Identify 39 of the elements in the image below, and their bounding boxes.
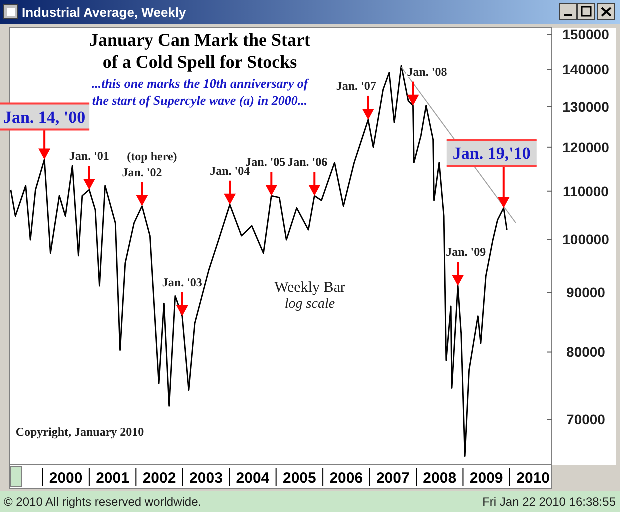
x-tick-label: 2003: [190, 470, 223, 487]
text: January Can Mark the Start of a Cold Spell for Stocks: [90, 30, 310, 72]
text: Industrial Average, Weekly: [22, 5, 188, 20]
x-tick-label: 2008: [423, 470, 457, 487]
y-tick-label: 150000: [562, 26, 610, 43]
x-tick-label: 2006: [330, 470, 364, 487]
y-tick-label: 130000: [562, 98, 610, 115]
annotation: Jan. '03: [162, 275, 202, 290]
y-tick-label: 80000: [566, 344, 606, 360]
x-tick-label: 2009: [470, 470, 504, 487]
text: ...this one marks the 10th anniversary of the start of Supercyle wave (a) in 2000...: [92, 76, 310, 108]
annotation: Jan. '09: [446, 245, 486, 260]
x-tick-label: 2010: [516, 470, 550, 487]
x-tick-label: 2002: [142, 470, 176, 487]
annotation: Jan. '02: [122, 165, 162, 180]
annotation: Jan. '06: [288, 154, 328, 169]
x-tick-label: 2004: [236, 470, 270, 487]
y-tick-label: 70000: [566, 412, 606, 428]
text: Fri Jan 22 2010 16:38:55: [482, 495, 616, 509]
y-tick-label: 110000: [563, 183, 610, 200]
y-tick-label: 140000: [562, 61, 610, 78]
annotation: Jan. 19,'10: [452, 144, 531, 164]
annotation: Jan. 14, '00: [3, 108, 86, 127]
x-tick-label: 2005: [283, 470, 316, 487]
annotation: Jan. '05: [246, 154, 286, 169]
annotation: Copyright, January 2010: [16, 425, 144, 439]
x-tick-label: 2001: [96, 470, 130, 487]
x-tick-label: 2007: [376, 470, 410, 487]
annotation: Jan. '08: [407, 64, 448, 79]
text: © 2010 All rights reserved worldwide.: [4, 495, 202, 509]
annotation: Jan. '07: [336, 78, 376, 93]
annotation: log scale: [284, 297, 336, 312]
y-tick-label: 120000: [562, 139, 610, 156]
annotation: Weekly Bar: [274, 280, 346, 296]
y-tick-label: 100000: [562, 231, 610, 248]
annotation: (top here): [127, 149, 178, 164]
x-tick-label: 2000: [49, 470, 83, 487]
annotation: Jan. '01: [69, 149, 110, 164]
y-tick-label: 90000: [566, 284, 606, 301]
